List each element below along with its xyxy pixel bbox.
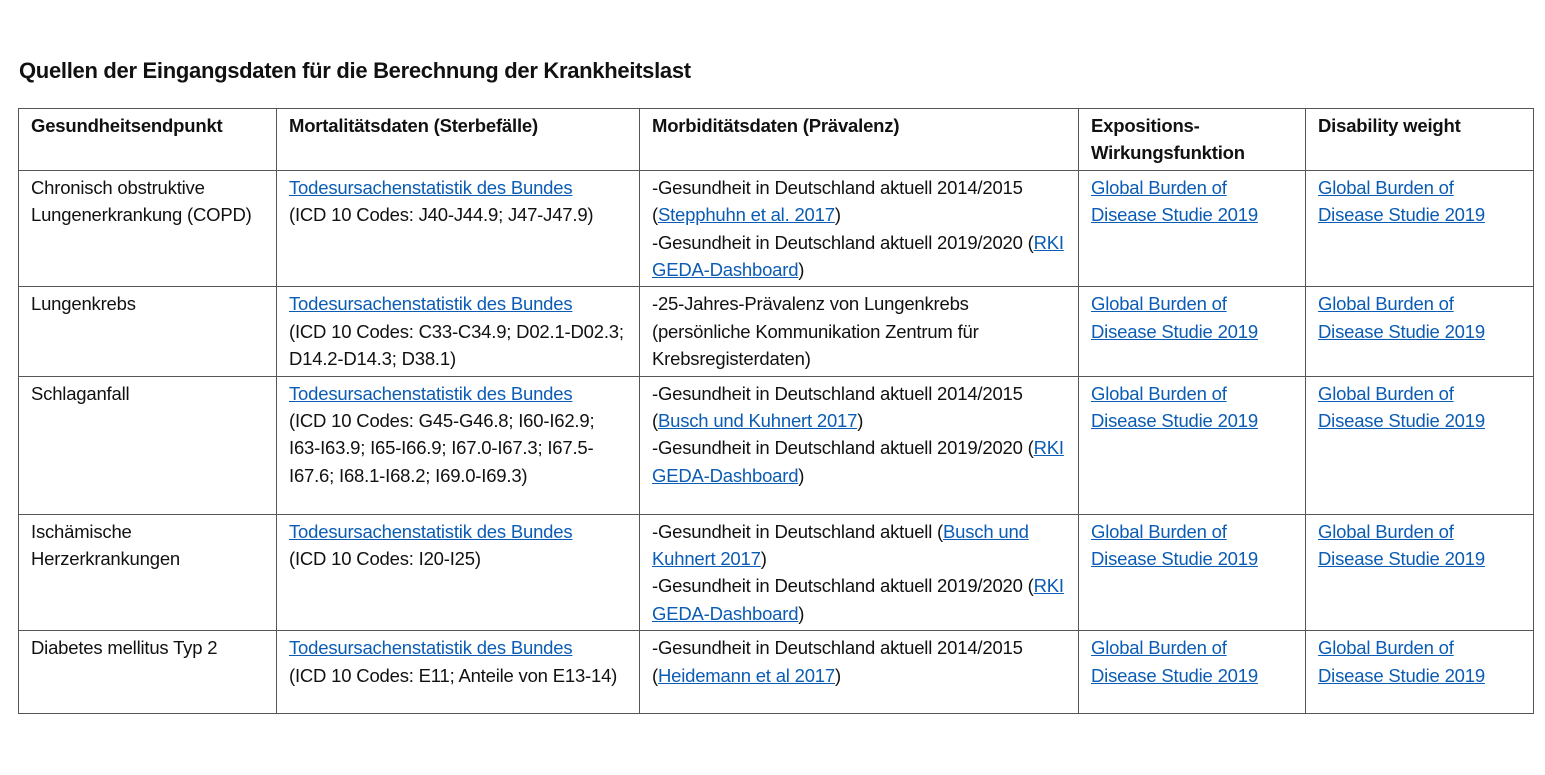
morbidity-text: -Gesundheit in Deutschland aktuell 2014/… (652, 382, 1023, 432)
morbidity-source: -Gesundheit in Deutschland aktuell (Busc… (652, 518, 1066, 573)
gbd-link[interactable]: Global Burden of Disease Studie 2019 (1318, 382, 1485, 432)
disability-weight-cell: Global Burden of Disease Studie 2019 (1305, 630, 1534, 715)
morbidity-text-end: ) (857, 410, 864, 432)
morbidity-text-end: ) (760, 548, 767, 570)
morbidity-cell: -Gesundheit in Deutschland aktuell 2014/… (639, 630, 1079, 715)
morbidity-text: -Gesundheit in Deutschland aktuell 2014/… (652, 176, 1023, 226)
endpoint-cell: Lungenkrebs (18, 286, 277, 377)
disability-weight-cell: Global Burden of Disease Studie 2019 (1305, 513, 1534, 632)
gbd-link[interactable]: Global Burden of Disease Studie 2019 (1318, 293, 1485, 342)
header-mortality: Mortalitätsdaten (Sterbefälle) (276, 108, 640, 171)
endpoint-cell: Diabetes mellitus Typ 2 (18, 630, 277, 715)
morbidity-cell: -Gesundheit in Deutschland aktuell (Busc… (639, 513, 1079, 632)
mortality-cell: Todesursachenstatistik des Bundes (ICD 10… (276, 513, 640, 632)
endpoint-cell: Schlaganfall (18, 375, 277, 515)
morbidity-text-end: ) (798, 464, 805, 486)
gbd-link[interactable]: Global Burden of Disease Studie 2019 (1091, 176, 1258, 226)
morbidity-text-end: ) (798, 602, 805, 624)
exposure-response-cell: Global Burden of Disease Studie 2019 (1078, 513, 1306, 632)
morbidity-text: -Gesundheit in Deutschland aktuell 2019/… (652, 575, 1034, 597)
disability-weight-cell: Global Burden of Disease Studie 2019 (1305, 286, 1534, 377)
header-exposure-response: Expositions-Wirkungsfunktion (1078, 108, 1306, 171)
table-row: Schlaganfall Todesursachenstatistik des B… (18, 375, 1534, 515)
morbidity-source-link[interactable]: RKI GEDA-Dashboard (652, 231, 1064, 281)
icd-codes: (ICD 10 Codes: I20-I25) (289, 548, 481, 570)
morbidity-source-link[interactable]: Stepphuhn et al. 2017 (657, 204, 835, 226)
morbidity-source: -Gesundheit in Deutschland aktuell 2019/… (652, 229, 1066, 284)
morbidity-source-link[interactable]: Heidemann et al 2017 (657, 664, 835, 686)
endpoint-cell: Chronisch obstruktive Lungenerkrankung (… (18, 169, 277, 288)
icd-codes: (ICD 10 Codes: J40-J44.9; J47-J47.9) (289, 204, 594, 226)
mortality-source-link[interactable]: Todesursachenstatistik des Bundes (289, 520, 573, 542)
gbd-link[interactable]: Global Burden of Disease Studie 2019 (1091, 382, 1258, 432)
morbidity-cell: -25-Jahres-Prävalenz von Lungenkrebs (pe… (639, 286, 1079, 377)
exposure-response-cell: Global Burden of Disease Studie 2019 (1078, 286, 1306, 377)
morbidity-source-link[interactable]: Busch und Kuhnert 2017 (657, 410, 858, 432)
morbidity-text-end: ) (798, 259, 805, 281)
mortality-source-link[interactable]: Todesursachenstatistik des Bundes (289, 176, 573, 198)
morbidity-text: -Gesundheit in Deutschland aktuell 2019/… (652, 231, 1034, 253)
morbidity-source: -25-Jahres-Prävalenz von Lungenkrebs (pe… (652, 290, 1066, 372)
icd-codes: (ICD 10 Codes: C33-C34.9; D02.1-D02.3; D… (289, 320, 624, 370)
morbidity-source: -Gesundheit in Deutschland aktuell 2019/… (652, 572, 1066, 627)
morbidity-cell: -Gesundheit in Deutschland aktuell 2014/… (639, 169, 1079, 288)
gbd-link[interactable]: Global Burden of Disease Studie 2019 (1318, 176, 1485, 226)
morbidity-source: -Gesundheit in Deutschland aktuell 2014/… (652, 380, 1066, 435)
mortality-source-link[interactable]: Todesursachenstatistik des Bundes (289, 293, 573, 315)
gbd-link[interactable]: Global Burden of Disease Studie 2019 (1091, 637, 1258, 686)
exposure-response-cell: Global Burden of Disease Studie 2019 (1078, 375, 1306, 515)
sources-table: Gesundheitsendpunkt Mortalitätsdaten (St… (18, 108, 1534, 715)
morbidity-source: -Gesundheit in Deutschland aktuell 2019/… (652, 434, 1066, 489)
morbidity-source-link[interactable]: RKI GEDA-Dashboard (652, 575, 1064, 624)
table-row: Diabetes mellitus Typ 2 Todesursachenstat… (18, 630, 1534, 715)
table-row: Lungenkrebs Todesursachenstatistik des Bu… (18, 286, 1534, 377)
endpoint-cell: Ischämische Herzerkrankungen (18, 513, 277, 632)
morbidity-text-end: ) (835, 664, 841, 686)
gbd-link[interactable]: Global Burden of Disease Studie 2019 (1318, 520, 1485, 570)
gbd-link[interactable]: Global Burden of Disease Studie 2019 (1091, 520, 1258, 570)
table-title: Quellen der Eingangsdaten für die Berech… (19, 58, 691, 83)
header-morbidity: Morbiditätsdaten (Prävalenz) (639, 108, 1079, 171)
morbidity-source-link[interactable]: Busch und Kuhnert 2017 (652, 520, 1029, 570)
header-row: Gesundheitsendpunkt Mortalitätsdaten (St… (18, 108, 1534, 171)
mortality-source-link[interactable]: Todesursachenstatistik des Bundes (289, 637, 573, 659)
morbidity-text-end: ) (834, 204, 841, 226)
morbidity-source: -Gesundheit in Deutschland aktuell 2014/… (652, 634, 1066, 689)
morbidity-text: -25-Jahres-Prävalenz von Lungenkrebs (pe… (652, 293, 979, 370)
icd-codes: (ICD 10 Codes: G45-G46.8; I60-I62.9; I63… (289, 410, 595, 486)
table-row: Chronisch obstruktive Lungenerkrankung (… (18, 169, 1534, 288)
icd-codes: (ICD 10 Codes: E11; Anteile von E13-14) (289, 664, 618, 686)
exposure-response-cell: Global Burden of Disease Studie 2019 (1078, 630, 1306, 715)
morbidity-text: -Gesundheit in Deutschland aktuell 2014/… (652, 637, 1023, 686)
mortality-cell: Todesursachenstatistik des Bundes (ICD 10… (276, 286, 640, 377)
mortality-cell: Todesursachenstatistik des Bundes (ICD 10… (276, 375, 640, 515)
disability-weight-cell: Global Burden of Disease Studie 2019 (1305, 169, 1534, 288)
gbd-link[interactable]: Global Burden of Disease Studie 2019 (1318, 637, 1485, 686)
morbidity-text: -Gesundheit in Deutschland aktuell 2019/… (652, 437, 1034, 459)
morbidity-source-link[interactable]: RKI GEDA-Dashboard (652, 437, 1064, 486)
morbidity-source: -Gesundheit in Deutschland aktuell 2014/… (652, 174, 1066, 229)
mortality-source-link[interactable]: Todesursachenstatistik des Bundes (289, 382, 573, 404)
mortality-cell: Todesursachenstatistik des Bundes (ICD 10… (276, 630, 640, 715)
gbd-link[interactable]: Global Burden of Disease Studie 2019 (1091, 293, 1258, 342)
morbidity-cell: -Gesundheit in Deutschland aktuell 2014/… (639, 375, 1079, 515)
header-endpoint: Gesundheitsendpunkt (18, 108, 277, 171)
mortality-cell: Todesursachenstatistik des Bundes (ICD 10… (276, 169, 640, 288)
header-disability-weight: Disability weight (1305, 108, 1534, 171)
exposure-response-cell: Global Burden of Disease Studie 2019 (1078, 169, 1306, 288)
disability-weight-cell: Global Burden of Disease Studie 2019 (1305, 375, 1534, 515)
table-row: Ischämische Herzerkrankungen Todesursache… (18, 513, 1534, 632)
morbidity-text: -Gesundheit in Deutschland aktuell ( (652, 520, 944, 542)
